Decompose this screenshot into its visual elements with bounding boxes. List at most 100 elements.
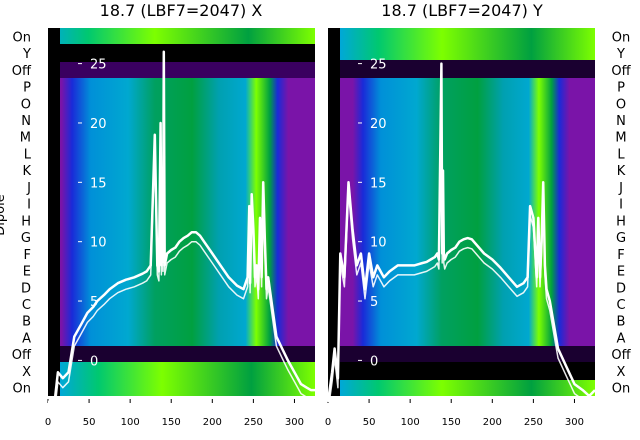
row-label: P	[617, 81, 625, 96]
heatmap-dipole-rows	[48, 78, 315, 346]
inner-y-tick-label: 10	[370, 236, 387, 251]
heatmap-row-y	[48, 44, 315, 62]
x-tick-label: 150	[442, 417, 461, 428]
row-label: L	[617, 147, 625, 162]
chart-panel-x: 18.7 (LBF7=2047) X On Y Off PONMLKJIHGFEDCB…	[0, 1, 315, 428]
row-label: A	[22, 331, 31, 346]
row-label: G	[21, 231, 31, 246]
inner-y-tick-label: 10	[90, 236, 107, 251]
trace-line	[326, 62, 596, 412]
chart-title: 18.7 (LBF7=2047) X	[100, 1, 263, 20]
row-label: Y	[616, 47, 625, 62]
row-label: N	[616, 114, 626, 129]
row-label: A	[617, 331, 626, 346]
row-label: X	[22, 365, 31, 380]
row-label: Off	[611, 64, 631, 79]
inner-y-tick-label: 15	[370, 176, 387, 191]
row-label: I	[27, 198, 31, 213]
row-label: E	[23, 265, 31, 280]
chart-title: 18.7 (LBF7=2047) Y	[381, 1, 543, 20]
x-axis-ticks: 0 50 100 150 200 250 300	[45, 399, 304, 428]
row-label: Off	[611, 348, 631, 363]
row-label: K	[22, 164, 31, 179]
heatmap-left-strip	[328, 28, 340, 396]
row-label: On	[612, 382, 630, 397]
heatmap-row-x	[340, 362, 595, 380]
x-tick-label: 250	[244, 417, 263, 428]
row-label: Off	[12, 64, 32, 79]
row-label: E	[617, 265, 625, 280]
heatmap-dipole-rows	[340, 78, 595, 346]
trace-line	[48, 50, 315, 413]
row-label: O	[616, 97, 626, 112]
row-label: I	[619, 198, 623, 213]
row-label: J	[26, 181, 31, 196]
x-tick-label: 0	[45, 417, 51, 428]
row-label: P	[23, 81, 31, 96]
heatmap-row-on-top	[48, 28, 315, 44]
row-label: L	[24, 147, 32, 162]
row-label: M	[20, 131, 31, 146]
x-tick-label: 200	[483, 417, 502, 428]
row-label: On	[13, 30, 31, 45]
inner-y-ticks: 0 5 10 15 20 25	[358, 58, 387, 369]
heatmap-y	[328, 28, 595, 396]
x-tick-label: 100	[401, 417, 420, 428]
inner-y-tick-label: 0	[90, 354, 98, 369]
trace-series-shadow	[48, 60, 315, 413]
inner-y-ticks: 0 5 10 15 20 25	[78, 58, 107, 369]
row-label: O	[21, 97, 31, 112]
x-tick-label: 250	[524, 417, 543, 428]
row-label: B	[22, 315, 31, 330]
heatmap-row-off-bottom	[340, 346, 595, 362]
x-tick-label: 300	[285, 417, 304, 428]
row-label: K	[617, 164, 626, 179]
row-label: C	[22, 298, 31, 313]
row-label: N	[21, 114, 31, 129]
heatmap-row-off-bottom	[60, 346, 315, 362]
inner-y-tick-label: 25	[90, 58, 107, 73]
row-label: Off	[12, 348, 32, 363]
x-axis-ticks: 0 50 100 150 200 250 300	[325, 399, 584, 428]
chart-panel-y: 18.7 (LBF7=2047) Y On Y Off PONMLKJIHGFEDCB…	[325, 1, 632, 428]
x-tick-label: 50	[363, 417, 376, 428]
inner-y-tick-label: 15	[90, 176, 107, 191]
heatmap-row-on-bottom	[340, 380, 595, 396]
x-tick-label: 150	[162, 417, 181, 428]
inner-y-tick-label: 20	[370, 117, 387, 132]
heatmap-left-strip	[48, 28, 60, 396]
row-label: F	[617, 248, 624, 263]
x-tick-label: 100	[121, 417, 140, 428]
row-label: F	[24, 248, 31, 263]
heatmap-row-off-top	[340, 60, 595, 78]
row-label: H	[616, 214, 626, 229]
inner-y-tick-label: 0	[370, 354, 378, 369]
heatmap-x	[48, 28, 315, 396]
row-label: On	[13, 382, 31, 397]
heatmap-row-off-top	[60, 62, 315, 78]
inner-y-tick-label: 20	[90, 117, 107, 132]
row-label: B	[617, 315, 626, 330]
trace-series-shadow	[327, 72, 596, 412]
x-tick-label: 0	[325, 417, 331, 428]
heatmap-row-x-on	[60, 362, 315, 396]
heatmap-row-on-top	[340, 28, 595, 60]
row-label: X	[617, 365, 626, 380]
row-label: M	[615, 131, 626, 146]
y-axis-label: Dipole	[0, 194, 8, 235]
row-label: J	[618, 181, 623, 196]
row-label: Y	[22, 47, 31, 62]
x-tick-label: 50	[83, 417, 96, 428]
row-label: C	[616, 298, 625, 313]
row-label: D	[616, 281, 626, 296]
row-label: D	[21, 281, 31, 296]
inner-y-tick-label: 5	[90, 295, 98, 310]
inner-y-tick-label: 25	[370, 58, 387, 73]
row-label: G	[616, 231, 626, 246]
x-tick-label: 300	[565, 417, 584, 428]
x-tick-label: 200	[203, 417, 222, 428]
inner-y-tick-label: 5	[370, 295, 378, 310]
